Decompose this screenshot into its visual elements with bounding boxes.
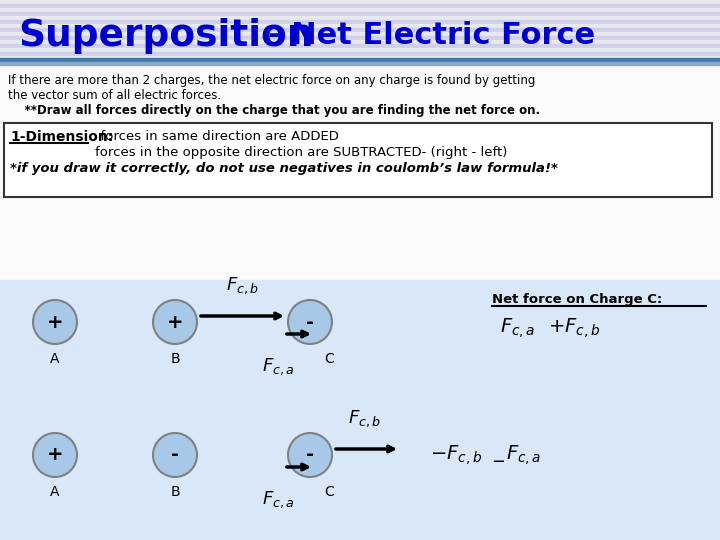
Text: 1-Dimension:: 1-Dimension: [10,130,113,144]
Bar [0,280,720,540]
Bar [0,62,720,65]
Text: -: - [171,446,179,464]
Bar [0,36,720,40]
Text: +: + [47,313,63,332]
Text: $F_{c,a}$: $F_{c,a}$ [500,316,535,340]
Text: forces in the opposite direction are SUBTRACTED- (right - left): forces in the opposite direction are SUB… [10,146,508,159]
Text: A: A [50,485,60,499]
Bar [0,12,720,16]
Text: - Net Electric Force: - Net Electric Force [268,22,595,51]
Ellipse shape [153,300,197,344]
Ellipse shape [288,300,332,344]
Ellipse shape [33,300,77,344]
Text: $+ F_{c,b}$: $+ F_{c,b}$ [548,316,600,340]
Text: **Draw all forces directly on the charge that you are finding the net force on.: **Draw all forces directly on the charge… [8,104,540,117]
Text: forces in same direction are ADDED: forces in same direction are ADDED [92,130,339,143]
Text: Superposition: Superposition [18,18,313,54]
Text: C: C [324,485,334,499]
Bar [0,60,720,280]
Bar [0,44,720,48]
Text: $-F_{c,b}$: $-F_{c,b}$ [430,443,482,467]
Text: *if you draw it correctly, do not use negatives in coulomb’s law formula!*: *if you draw it correctly, do not use ne… [10,162,558,175]
Bar [0,28,720,32]
Bar [0,8,720,12]
Ellipse shape [33,433,77,477]
Text: $\_$: $\_$ [493,446,505,464]
Bar [0,48,720,52]
Text: $F_{c,b}$: $F_{c,b}$ [348,408,382,429]
Text: the vector sum of all electric forces.: the vector sum of all electric forces. [8,89,221,102]
Text: Net force on Charge C:: Net force on Charge C: [492,293,662,306]
Bar [0,0,720,4]
Bar [0,16,720,20]
Bar [0,58,720,62]
Text: -: - [306,313,314,332]
Text: B: B [170,485,180,499]
Text: $F_{c,a}$: $F_{c,a}$ [506,443,541,467]
Text: C: C [324,352,334,366]
Ellipse shape [288,433,332,477]
Text: $F_{c,b}$: $F_{c,b}$ [226,275,259,296]
Text: $F_{c,a}$: $F_{c,a}$ [261,489,294,510]
Text: $F_{c,a}$: $F_{c,a}$ [261,356,294,376]
Text: B: B [170,352,180,366]
FancyBboxPatch shape [4,123,712,197]
Bar [0,56,720,60]
Text: +: + [47,446,63,464]
Bar [0,32,720,36]
Ellipse shape [153,433,197,477]
Text: +: + [167,313,184,332]
Bar [0,4,720,8]
Bar [0,20,720,24]
Text: If there are more than 2 charges, the net electric force on any charge is found : If there are more than 2 charges, the ne… [8,74,536,87]
Bar [0,52,720,56]
Text: -: - [306,446,314,464]
Bar [0,40,720,44]
Bar [0,24,720,28]
Text: A: A [50,352,60,366]
